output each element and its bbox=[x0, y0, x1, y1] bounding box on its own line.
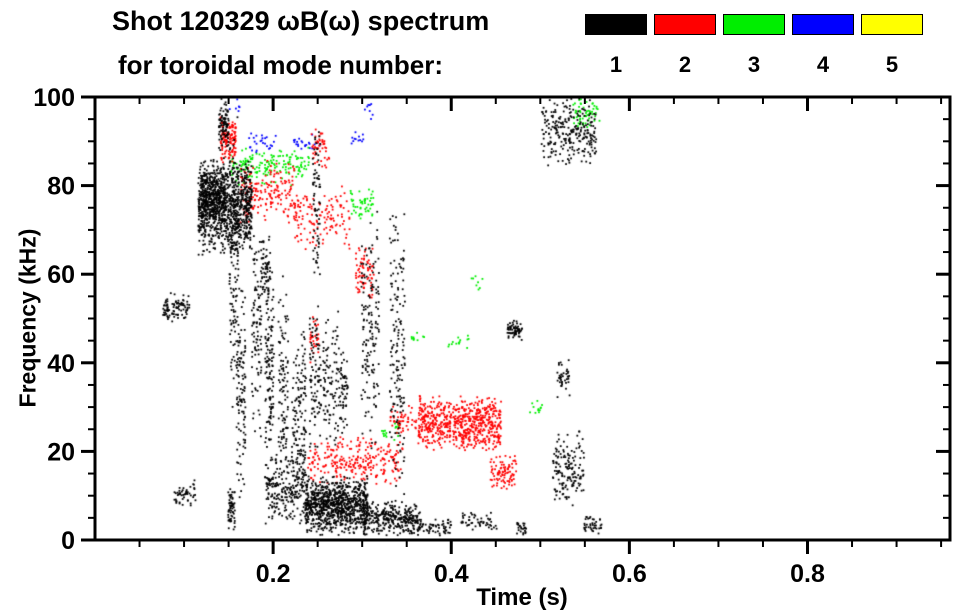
chart-title: Shot 120329 ωB(ω) spectrum bbox=[112, 6, 490, 36]
legend-swatch-1 bbox=[585, 14, 647, 35]
legend-label-3: 3 bbox=[747, 52, 761, 77]
chart-subtitle: for toroidal mode number: bbox=[118, 50, 443, 80]
legend-swatch-4 bbox=[792, 14, 854, 35]
svg-text:0.2: 0.2 bbox=[256, 560, 291, 588]
svg-text:20: 20 bbox=[47, 438, 75, 466]
svg-text:0.6: 0.6 bbox=[612, 560, 647, 588]
svg-text:0.8: 0.8 bbox=[790, 560, 825, 588]
legend-swatch-2 bbox=[654, 14, 716, 35]
svg-text:0.4: 0.4 bbox=[434, 560, 469, 588]
svg-text:40: 40 bbox=[47, 350, 75, 378]
svg-text:60: 60 bbox=[47, 261, 75, 289]
legend-label-5: 5 bbox=[885, 52, 899, 77]
x-axis-label: Time (s) bbox=[476, 584, 568, 611]
svg-text:100: 100 bbox=[33, 84, 75, 112]
mode-legend-swatches bbox=[585, 14, 923, 35]
legend-swatch-3 bbox=[723, 14, 785, 35]
mode-legend-labels: 1 2 3 4 5 bbox=[585, 52, 923, 78]
legend-label-2: 2 bbox=[678, 52, 692, 77]
svg-text:80: 80 bbox=[47, 173, 75, 201]
legend-label-1: 1 bbox=[609, 52, 623, 77]
svg-text:0: 0 bbox=[61, 527, 75, 555]
legend-label-4: 4 bbox=[816, 52, 830, 77]
legend-swatch-5 bbox=[861, 14, 923, 35]
scatter-canvas bbox=[95, 97, 950, 540]
